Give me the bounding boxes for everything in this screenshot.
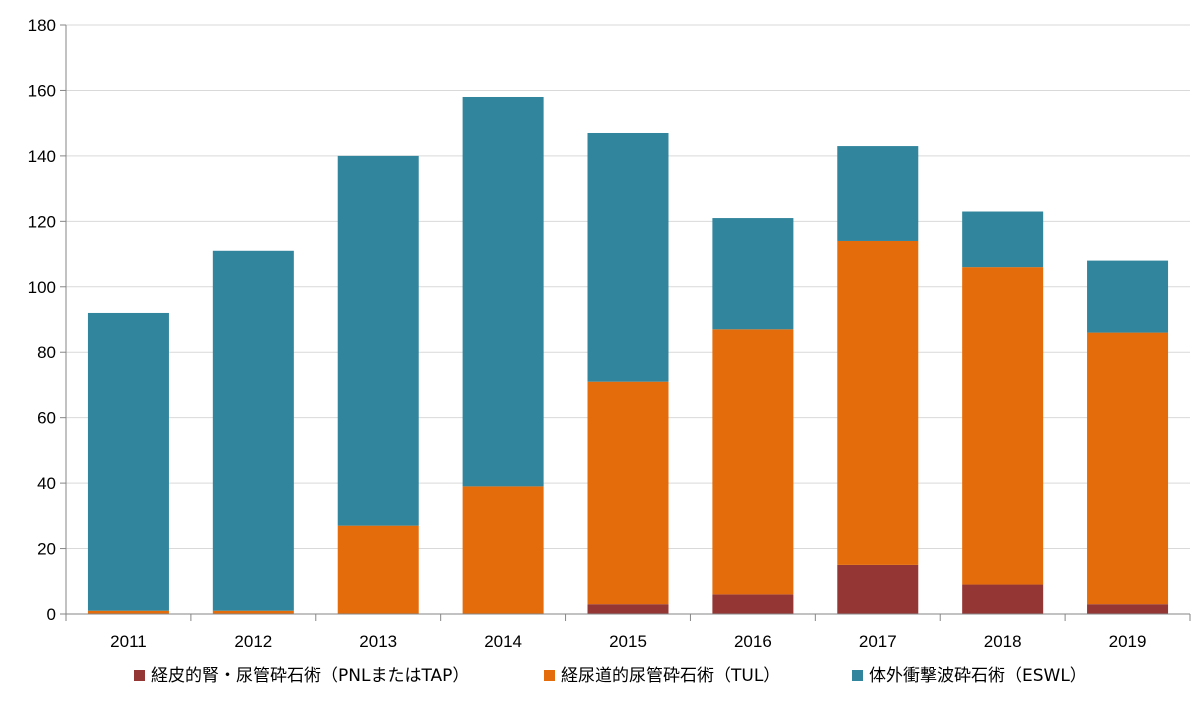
bar-eswl-2018 <box>962 211 1044 268</box>
bar-pnl-2018 <box>962 584 1044 614</box>
bar-eswl-2015 <box>587 132 669 382</box>
bar-eswl-2013 <box>337 155 419 526</box>
bar-tul-2014 <box>462 486 544 614</box>
x-tick-label-2012: 2012 <box>234 632 272 651</box>
bar-eswl-2014 <box>462 96 544 487</box>
y-tick-label-180: 180 <box>28 16 56 35</box>
x-tick-label-2014: 2014 <box>484 632 522 651</box>
legend-swatch-pnl <box>134 670 145 681</box>
bar-tul-2013 <box>337 525 419 614</box>
bar-eswl-2011 <box>87 312 169 611</box>
bar-eswl-2012 <box>212 250 294 611</box>
bar-pnl-2017 <box>837 564 919 614</box>
bar-tul-2017 <box>837 240 919 565</box>
legend-label-tul: 経尿道的尿管砕石術（TUL） <box>561 666 780 686</box>
x-tick-label-2017: 2017 <box>859 632 897 651</box>
x-axis-ticks: 2011 2012 2013 2014 2015 2016 2017 2018 2019 <box>65 614 1191 651</box>
axes <box>65 25 1190 615</box>
y-tick-label-160: 160 <box>28 81 56 100</box>
y-axis-ticks: 0 20 40 60 80 100 120 140 160 180 <box>28 16 66 624</box>
x-tick-label-2018: 2018 <box>984 632 1022 651</box>
legend: 経皮的腎・尿管砕石術（PNLまたはTAP） 経尿道的尿管砕石術（TUL） 体外衝撃波… <box>134 666 1087 686</box>
bar-tul-2015 <box>587 381 669 605</box>
bar-eswl-2017 <box>837 146 919 241</box>
bar-pnl-2016 <box>712 594 794 614</box>
bar-tul-2019 <box>1087 332 1169 605</box>
bar-pnl-2015 <box>587 604 669 614</box>
x-tick-label-2015: 2015 <box>609 632 647 651</box>
legend-swatch-tul <box>544 670 555 681</box>
bar-eswl-2016 <box>712 218 794 330</box>
bar-eswl-2019 <box>1087 260 1169 333</box>
y-tick-label-100: 100 <box>28 278 56 297</box>
x-tick-label-2019: 2019 <box>1109 632 1147 651</box>
bar-tul-2011 <box>87 610 169 614</box>
x-tick-label-2011: 2011 <box>110 632 147 651</box>
bar-tul-2018 <box>962 267 1044 585</box>
x-tick-label-2013: 2013 <box>359 632 397 651</box>
y-tick-label-20: 20 <box>37 540 56 559</box>
legend-label-eswl: 体外衝撃波砕石術（ESWL） <box>869 666 1087 686</box>
x-tick-label-2016: 2016 <box>734 632 772 651</box>
y-tick-label-40: 40 <box>37 474 56 493</box>
bar-pnl-2019 <box>1087 604 1169 614</box>
y-tick-label-120: 120 <box>28 212 56 231</box>
bar-tul-2016 <box>712 329 794 595</box>
bar-tul-2012 <box>212 610 294 614</box>
legend-label-pnl: 経皮的腎・尿管砕石術（PNLまたはTAP） <box>151 666 469 686</box>
legend-swatch-eswl <box>852 670 863 681</box>
y-tick-label-0: 0 <box>47 605 56 624</box>
bars <box>87 96 1169 614</box>
y-tick-label-60: 60 <box>37 409 56 428</box>
y-tick-label-80: 80 <box>37 343 56 362</box>
y-tick-label-140: 140 <box>28 147 56 166</box>
